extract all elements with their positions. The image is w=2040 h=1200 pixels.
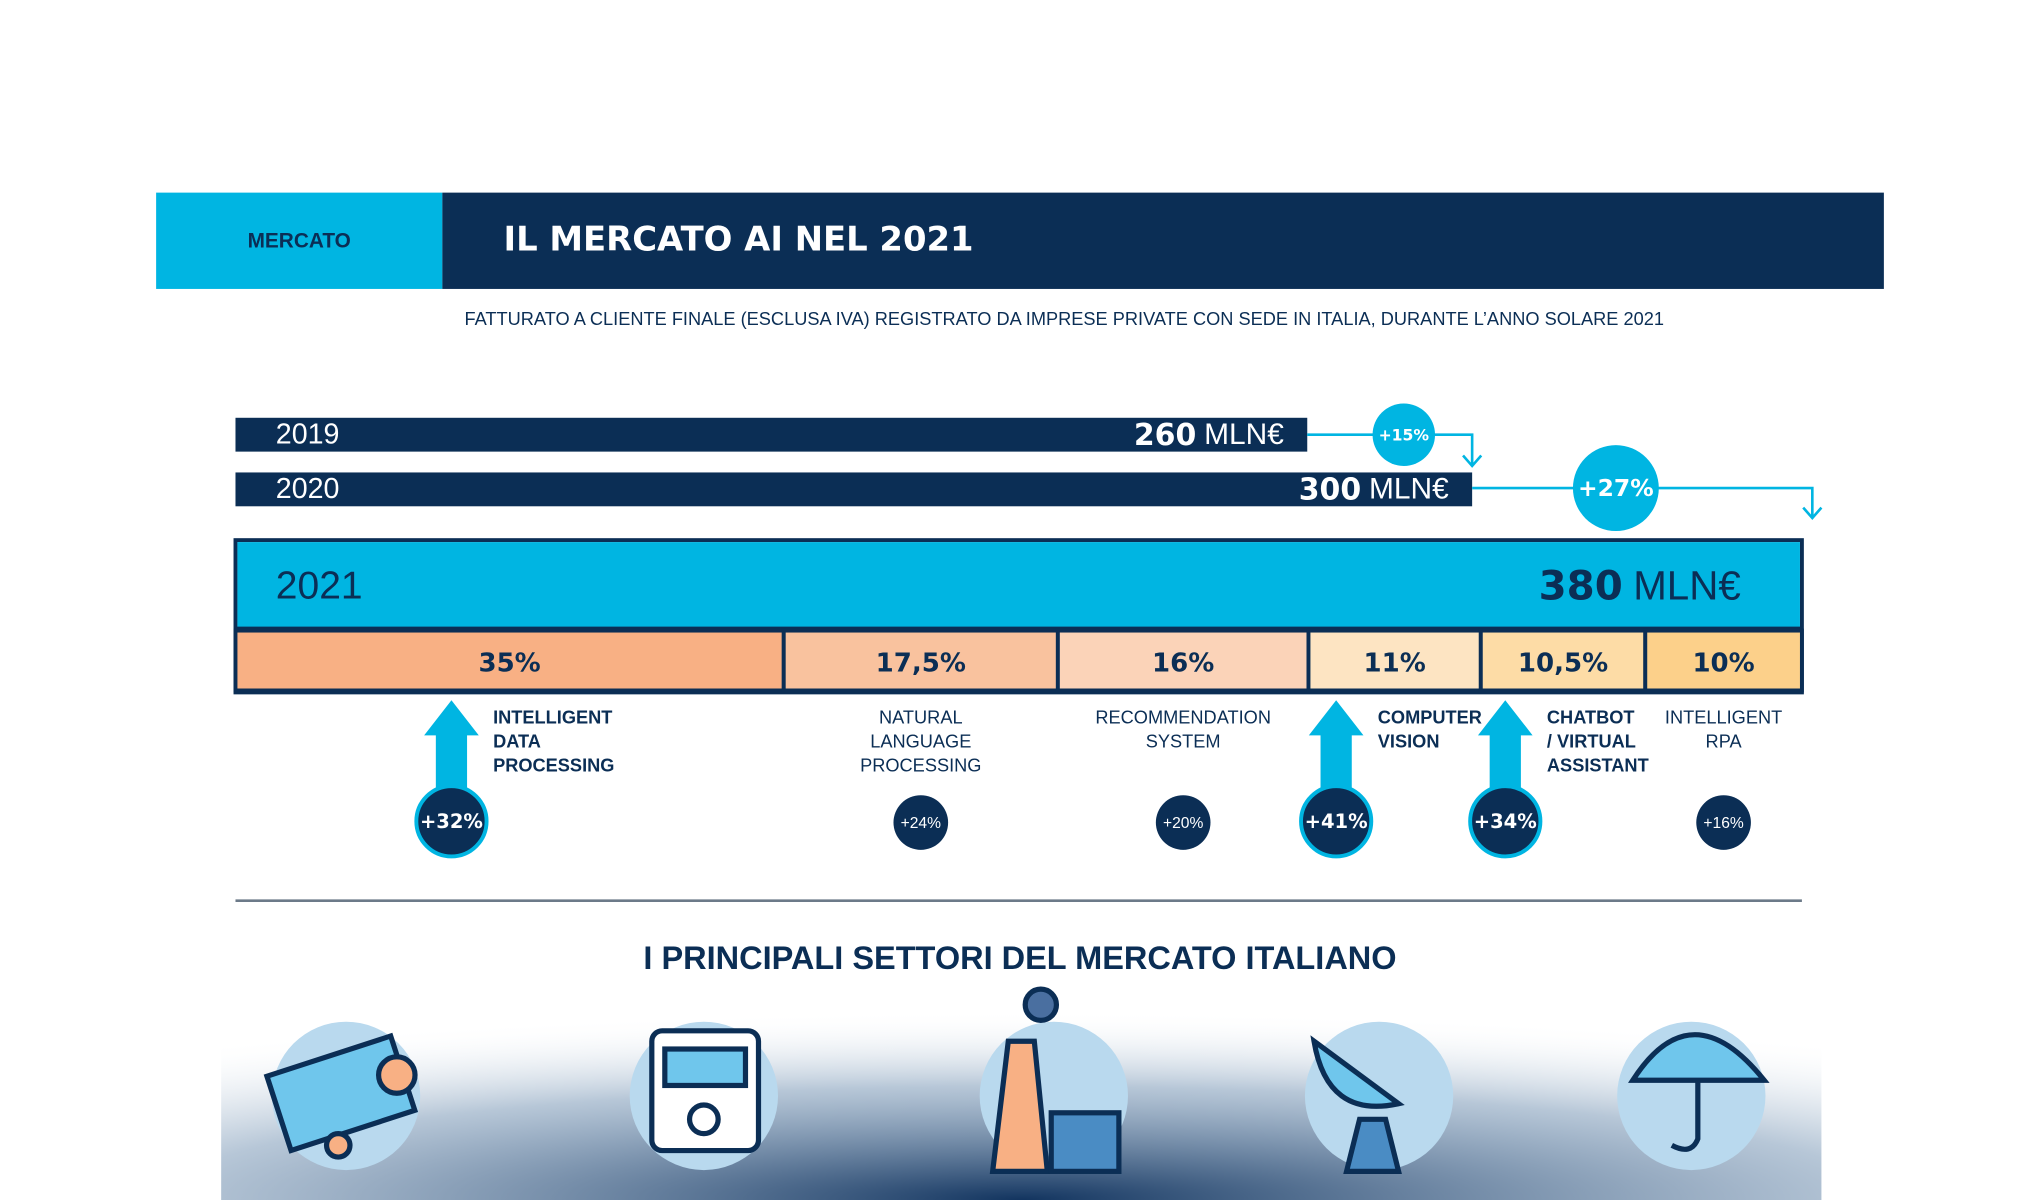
growth-badge	[1372, 403, 1436, 466]
segment-share: 10%	[1692, 648, 1754, 678]
value-number: 300	[1299, 472, 1361, 507]
sector-icons	[263, 986, 1770, 1174]
segment-share: 17,5%	[876, 648, 966, 678]
growth-arrow	[1308, 700, 1364, 807]
segment-share: 10,5%	[1518, 648, 1608, 678]
section-tab	[156, 192, 443, 289]
growth-badge	[1155, 795, 1211, 850]
segment-growth: +20%	[1163, 815, 1203, 832]
label-line: COMPUTER	[1378, 707, 1482, 727]
growth-badge	[1468, 784, 1543, 859]
section-label: MERCATO	[248, 230, 351, 253]
year-label: 2021	[276, 565, 363, 608]
label-line: ASSISTANT	[1547, 755, 1649, 775]
segment-share: 11%	[1364, 648, 1426, 678]
growth-arrow	[424, 700, 479, 807]
segment-label: RECOMMENDATION SYSTEM	[1095, 707, 1271, 751]
label-line: DATA	[493, 731, 541, 751]
segment-growth: +16%	[1703, 815, 1743, 832]
year-value: 300 MLN€	[1299, 472, 1449, 507]
growth-badge	[1572, 445, 1659, 532]
segment-bar	[1643, 628, 1804, 693]
value-number: 380	[1539, 562, 1623, 609]
growth-label: +27%	[1578, 474, 1654, 502]
segment-growth: +41%	[1305, 810, 1368, 833]
label-line: PROCESSING	[860, 755, 981, 775]
growth-badge	[414, 784, 489, 859]
label-line: SYSTEM	[1146, 731, 1221, 751]
value-unit: MLN€	[1369, 473, 1449, 506]
label-line: RPA	[1706, 731, 1743, 751]
segment-bar	[1478, 628, 1648, 693]
label-line: / VIRTUAL	[1547, 731, 1636, 751]
segment-bar	[1055, 628, 1311, 693]
year-label: 2020	[276, 473, 340, 505]
year-bar	[235, 472, 1473, 507]
growth-connector	[1307, 433, 1483, 468]
label-line: PROCESSING	[493, 755, 614, 775]
label-line: CHATBOT	[1547, 707, 1635, 727]
segment-label: INTELLIGENT RPA	[1665, 707, 1782, 751]
subtitle: FATTURATO A CLIENTE FINALE (ESCLUSA IVA)…	[465, 309, 1664, 329]
segment-label: COMPUTER VISION	[1378, 707, 1482, 751]
label-line: NATURAL	[879, 707, 963, 727]
sectors-title: I PRINCIPALI SETTORI DEL MERCATO ITALIAN…	[643, 940, 1396, 976]
segment-label: INTELLIGENT DATA PROCESSING	[493, 707, 614, 775]
segment-growth: +24%	[901, 815, 941, 832]
label-line: RECOMMENDATION	[1095, 707, 1271, 727]
growth-arrow	[1477, 700, 1533, 807]
title-band	[442, 192, 1884, 289]
growth-label: +15%	[1379, 427, 1430, 445]
segment-bar	[233, 628, 786, 693]
segment-share: 16%	[1152, 648, 1214, 678]
year-bar	[235, 417, 1308, 452]
value-unit: MLN€	[1633, 562, 1741, 608]
segment-growth: +32%	[420, 810, 483, 833]
year-value: 260 MLN€	[1134, 418, 1284, 453]
year-label: 2019	[276, 419, 340, 451]
segment-bar	[781, 628, 1060, 693]
segment-growth: +34%	[1474, 810, 1537, 833]
growth-badge	[1696, 795, 1751, 850]
segment-share: 35%	[478, 648, 540, 678]
value-number: 260	[1134, 418, 1196, 453]
label-line: INTELLIGENT	[493, 707, 612, 727]
label-line: VISION	[1378, 731, 1440, 751]
label-line: INTELLIGENT	[1665, 707, 1782, 727]
title: IL MERCATO AI NEL 2021	[503, 219, 973, 258]
year-value: 380 MLN€	[1539, 562, 1741, 609]
segment-label: CHATBOT / VIRTUAL ASSISTANT	[1547, 707, 1649, 775]
label-line: LANGUAGE	[870, 731, 971, 751]
segment-bar	[1306, 628, 1483, 693]
value-unit: MLN€	[1204, 418, 1284, 451]
growth-badge	[1299, 784, 1374, 859]
year-band	[237, 542, 1800, 628]
segment-label: NATURAL LANGUAGE PROCESSING	[860, 707, 981, 775]
growth-badge	[893, 795, 949, 850]
